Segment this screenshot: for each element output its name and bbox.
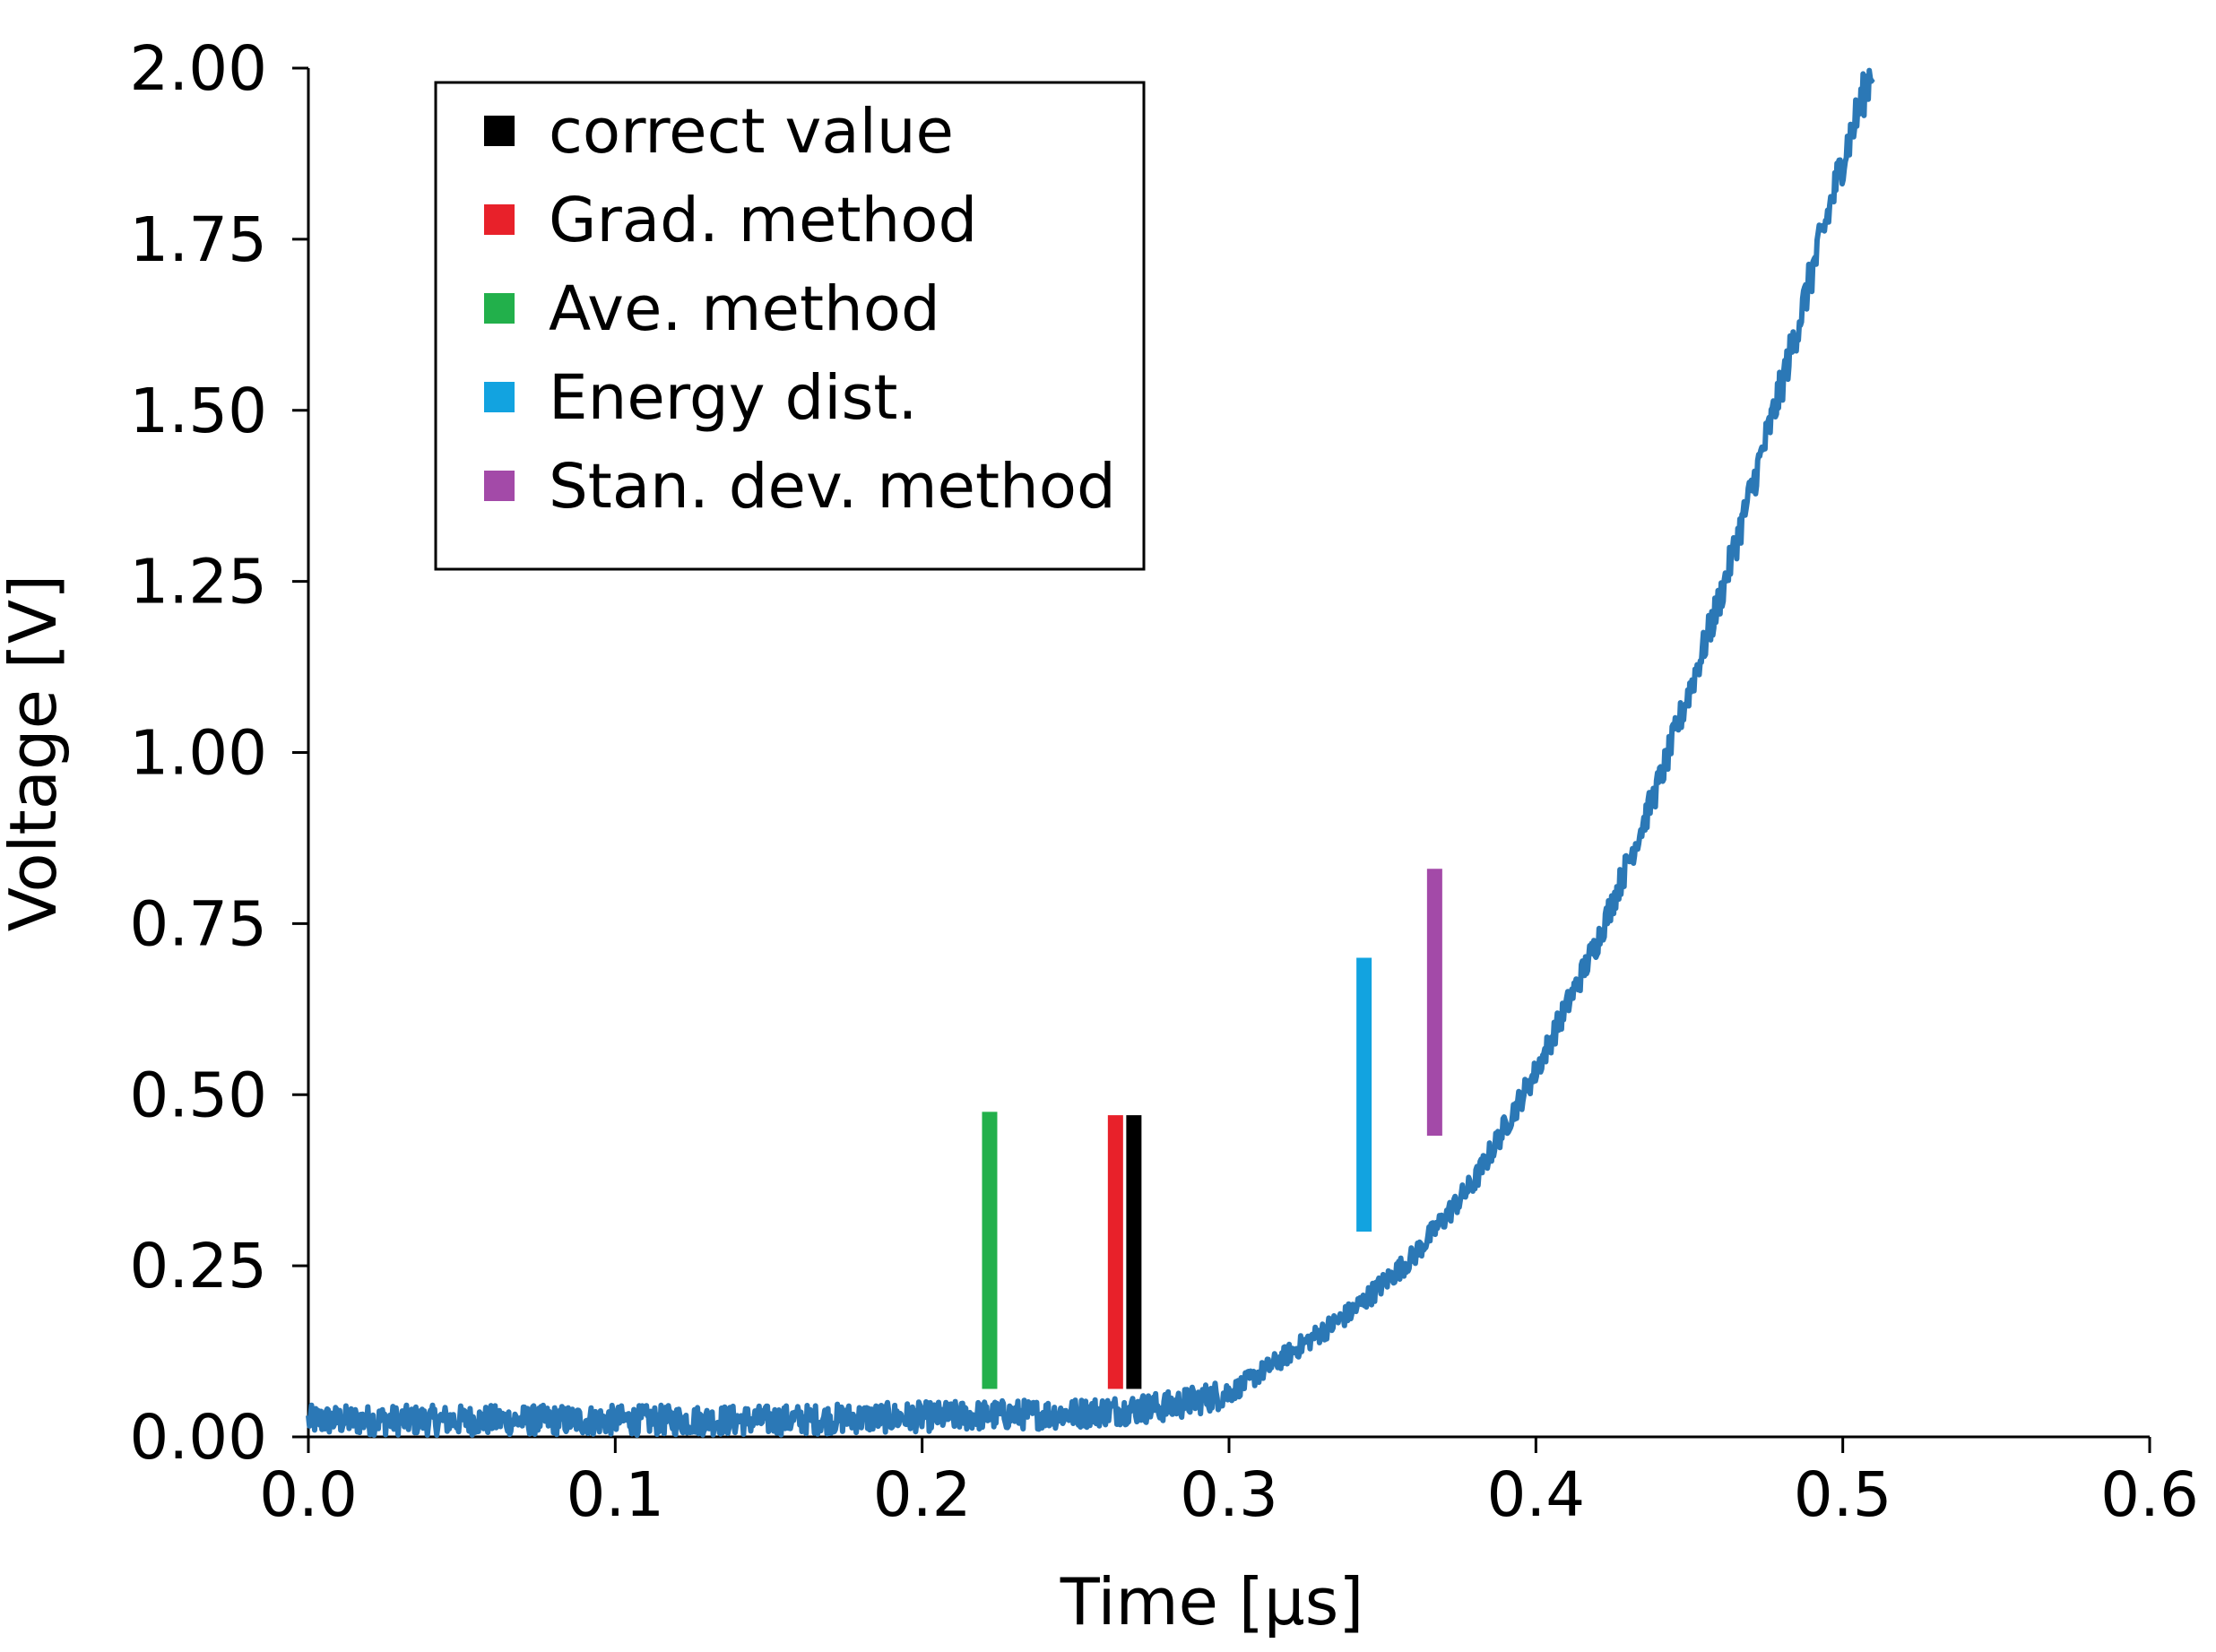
y-tick-label: 1.75 xyxy=(129,204,267,276)
method-markers xyxy=(982,869,1442,1389)
legend-box xyxy=(434,81,1146,571)
y-tick-label: 0.50 xyxy=(129,1060,267,1131)
y-axis-ticks: 0.00 0.25 0.50 0.75 1.00 1.25 1.50 1.75 2.00 xyxy=(129,33,308,1474)
legend: correct value Grad. method Ave. method Ener… xyxy=(434,81,1146,571)
x-axis-ticks: 0.0 0.1 0.2 0.3 0.4 0.5 0.6 xyxy=(259,1437,2199,1531)
legend-label: Grad. method xyxy=(549,185,977,256)
y-tick-label: 1.50 xyxy=(129,376,267,447)
x-tick-label: 0.5 xyxy=(1794,1459,1892,1531)
legend-swatch xyxy=(484,471,515,501)
legend-swatch xyxy=(484,293,515,324)
legend-swatch xyxy=(484,116,515,146)
x-tick-label: 0.0 xyxy=(259,1459,358,1531)
x-axis-title: Time [μs] xyxy=(1060,1564,1364,1639)
legend-swatch xyxy=(484,204,515,235)
x-tick-label: 0.3 xyxy=(1180,1459,1278,1531)
x-tick-label: 0.1 xyxy=(566,1459,664,1531)
y-tick-label: 0.75 xyxy=(129,888,267,960)
y-tick-label: 2.00 xyxy=(129,33,267,105)
legend-swatch xyxy=(484,382,515,412)
legend-label: Ave. method xyxy=(549,273,940,345)
x-tick-label: 0.2 xyxy=(873,1459,972,1531)
x-tick-label: 0.6 xyxy=(2100,1459,2199,1531)
legend-label: Energy dist. xyxy=(549,362,917,434)
legend-items: correct value Grad. method Ave. method Ener… xyxy=(484,96,1116,523)
y-tick-label: 0.25 xyxy=(129,1231,267,1302)
legend-label: correct value xyxy=(549,96,954,168)
y-tick-label: 1.25 xyxy=(129,547,267,618)
signal-line xyxy=(306,67,1875,1438)
x-tick-label: 0.4 xyxy=(1486,1459,1585,1531)
legend-label: Stan. dev. method xyxy=(549,451,1116,523)
y-tick-label: 0.00 xyxy=(129,1402,267,1474)
y-axis-title: Voltage [V] xyxy=(0,575,71,931)
y-tick-label: 1.00 xyxy=(129,718,267,790)
